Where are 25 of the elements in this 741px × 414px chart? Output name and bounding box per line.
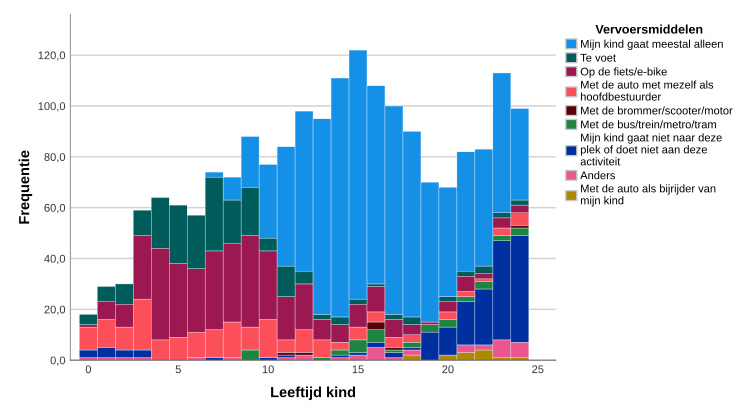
y-tick-label: 120,0 bbox=[38, 51, 66, 61]
y-tick-label: 40,0 bbox=[44, 254, 66, 264]
legend-label: Te voet bbox=[580, 54, 616, 62]
x-tick-label: 25 bbox=[532, 365, 544, 374]
legend-label: Anders bbox=[580, 171, 615, 180]
legend-title: Vervoersmiddelen bbox=[595, 24, 702, 34]
legend-label: Met de auto als bijrijder van mijn kind bbox=[580, 184, 716, 207]
legend-label: Mijn kind gaat meestal alleen bbox=[581, 40, 723, 50]
x-tick-label: 15 bbox=[352, 365, 364, 374]
x-tick-label: 10 bbox=[262, 365, 274, 374]
x-axis-title: Leeftijd kind bbox=[271, 386, 356, 400]
x-tick-label: 5 bbox=[176, 365, 181, 374]
legend-label: Op de fiets/e-bike bbox=[580, 67, 667, 78]
legend-label: Mijn kind gaat niet naar deze plek of doet niet aan deze activiteit bbox=[580, 133, 722, 166]
x-tick-label: 0 bbox=[86, 365, 92, 374]
legend-label: Met de auto met mezelf als hoofdbestuurder bbox=[580, 80, 714, 101]
y-tick-label: 100,0 bbox=[38, 102, 66, 112]
y-tick-label: 0,0 bbox=[50, 356, 66, 366]
y-tick-label: 20,0 bbox=[44, 306, 66, 315]
y-tick-label: 80,0 bbox=[44, 153, 66, 162]
x-tick-label: 20 bbox=[442, 365, 454, 374]
y-axis-title: Frequentie bbox=[18, 150, 32, 224]
legend-label: Met de bus/trein/metro/tram bbox=[581, 120, 716, 128]
legend-label: Met de brommer/scooter/motor bbox=[581, 106, 733, 114]
y-tick-label: 60,0 bbox=[44, 204, 66, 214]
